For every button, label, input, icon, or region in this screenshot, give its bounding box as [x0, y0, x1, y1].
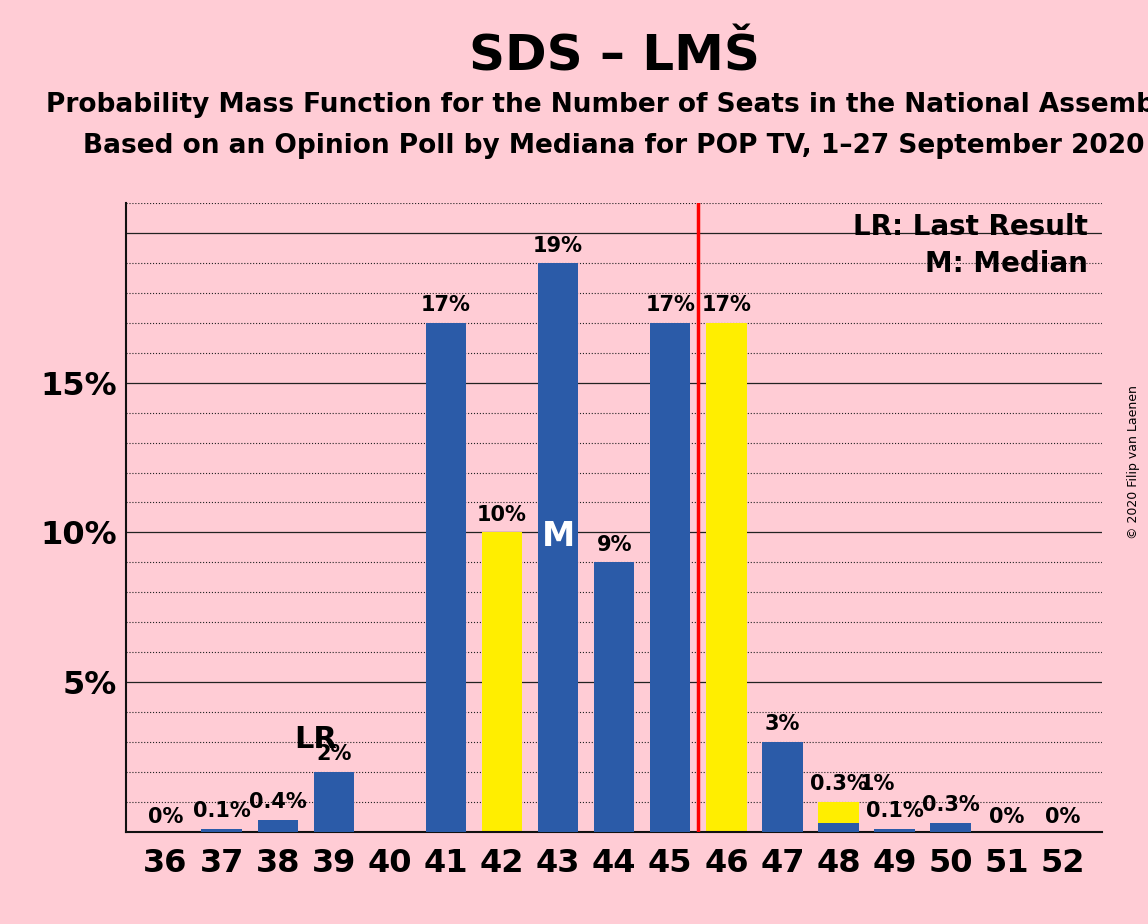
Text: © 2020 Filip van Laenen: © 2020 Filip van Laenen [1127, 385, 1140, 539]
Text: Probability Mass Function for the Number of Seats in the National Assembly: Probability Mass Function for the Number… [46, 92, 1148, 118]
Bar [819, 822, 859, 832]
Text: 9%: 9% [597, 535, 631, 554]
Text: 0%: 0% [990, 807, 1024, 827]
Text: M: M [542, 520, 575, 553]
Text: 19%: 19% [533, 236, 583, 256]
Bar [594, 563, 635, 832]
Text: 17%: 17% [645, 296, 696, 315]
Text: 17%: 17% [421, 296, 471, 315]
Bar [201, 829, 242, 832]
Bar [594, 563, 635, 832]
Text: M: Median: M: Median [924, 250, 1087, 278]
Text: 2%: 2% [316, 744, 351, 764]
Bar [257, 820, 297, 832]
Bar [819, 802, 859, 832]
Text: 17%: 17% [701, 296, 751, 315]
Bar [650, 323, 690, 832]
Text: 0%: 0% [148, 807, 184, 827]
Bar [257, 820, 297, 832]
Text: 0.1%: 0.1% [866, 801, 923, 821]
Bar [426, 323, 466, 832]
Bar [313, 772, 354, 832]
Bar [313, 772, 354, 832]
Text: LR: Last Result: LR: Last Result [853, 213, 1087, 241]
Text: 0.1%: 0.1% [193, 801, 250, 821]
Bar [762, 742, 802, 832]
Text: 0%: 0% [1045, 807, 1080, 827]
Bar [931, 822, 971, 832]
Text: 0.3%: 0.3% [809, 774, 868, 795]
Text: 3%: 3% [765, 714, 800, 735]
Text: Based on an Opinion Poll by Mediana for POP TV, 1–27 September 2020: Based on an Opinion Poll by Mediana for … [84, 133, 1145, 159]
Text: 0.4%: 0.4% [249, 792, 307, 812]
Bar [538, 263, 579, 832]
Text: 1%: 1% [860, 774, 895, 795]
Bar [706, 323, 746, 832]
Text: SDS – LMŠ: SDS – LMŠ [468, 32, 760, 80]
Bar [482, 532, 522, 832]
Bar [875, 829, 915, 832]
Text: 10%: 10% [478, 505, 527, 525]
Text: LR: LR [295, 724, 338, 754]
Text: 0.3%: 0.3% [922, 796, 979, 815]
